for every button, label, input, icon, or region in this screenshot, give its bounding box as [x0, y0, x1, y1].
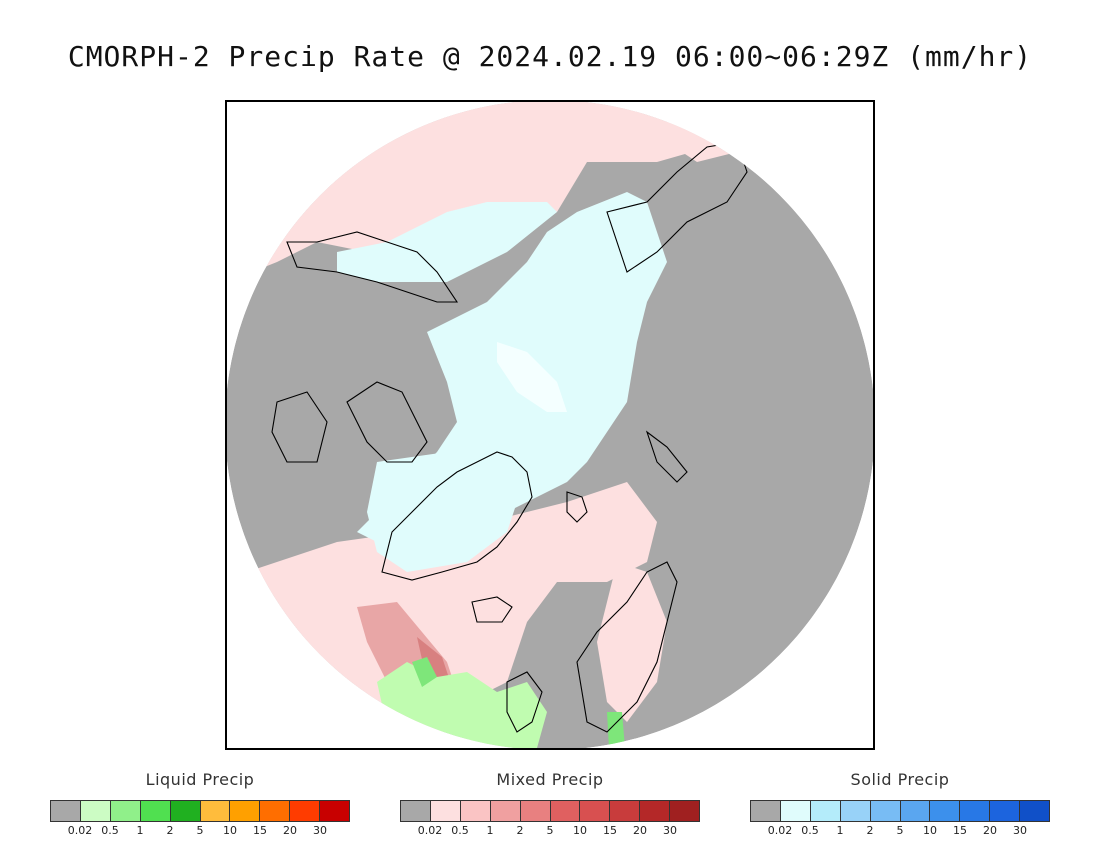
legend-swatch: [810, 801, 841, 821]
legend-swatch: [260, 801, 291, 821]
legend-swatch: [670, 801, 700, 821]
legend-tick-label: 30: [313, 824, 327, 837]
legend-tick-label: 5: [196, 824, 204, 837]
legend-tick-label: 30: [1013, 824, 1027, 837]
legend-swatch: [550, 801, 581, 821]
solid-precip-siberia-strip: [337, 202, 557, 282]
legend-swatch: [610, 801, 641, 821]
legend-swatch: [401, 801, 431, 821]
legend-swatch: [751, 801, 781, 821]
iceland-coast: [471, 596, 513, 623]
legend-tick-label: 15: [953, 824, 967, 837]
legend-tick-label: 0.02: [767, 824, 793, 837]
greenland-coast: [381, 451, 533, 581]
legend-tick-label: 20: [283, 824, 297, 837]
legend-swatch: [520, 801, 551, 821]
legend-tick-label: 0.5: [101, 824, 119, 837]
legend-swatch: [170, 801, 201, 821]
legend-mixed-ticks: 0.02 0.5 1 2 5 10 15 20 30: [400, 822, 700, 837]
legend-tick-label: 0.5: [451, 824, 469, 837]
legend-swatch: [990, 801, 1021, 821]
polar-precip-map: [227, 102, 873, 748]
legend-tick-label: 0.02: [417, 824, 443, 837]
legend-tick-label: 2: [866, 824, 874, 837]
legend-swatch: [870, 801, 901, 821]
legend-swatch: [490, 801, 521, 821]
legend-tick-label: 5: [546, 824, 554, 837]
scandinavia-coast: [576, 561, 678, 733]
legend-mixed-colorbar: [400, 800, 700, 822]
legend-tick-label: 15: [603, 824, 617, 837]
legend-tick-label: 2: [516, 824, 524, 837]
solid-precip-greenland-area: [367, 452, 517, 572]
legend-swatch: [290, 801, 321, 821]
hudson-bay-coast: [271, 391, 328, 463]
legend-solid: Solid Precip 0.02 0.5 1 2 5 10 15 20 30: [750, 770, 1050, 837]
liquid-precip-europe: [607, 712, 625, 748]
mixed-precip-norway: [597, 562, 667, 722]
legend-swatch: [900, 801, 931, 821]
legend-swatch: [51, 801, 81, 821]
legend-tick-label: 20: [983, 824, 997, 837]
legend-tick-label: 10: [923, 824, 937, 837]
legend-swatch: [640, 801, 671, 821]
legend-swatch: [80, 801, 111, 821]
legend-swatch: [780, 801, 811, 821]
legend-swatch: [1020, 801, 1050, 821]
liquid-precip-core: [412, 657, 437, 687]
legend-swatch: [200, 801, 231, 821]
siberia-coast: [606, 141, 748, 273]
legend-liquid-title: Liquid Precip: [145, 770, 255, 789]
legend-swatch: [960, 801, 991, 821]
legend-swatch: [110, 801, 141, 821]
legend-tick-label: 1: [836, 824, 844, 837]
legend-swatch: [580, 801, 611, 821]
legend-tick-label: 1: [486, 824, 494, 837]
map-frame: [225, 100, 875, 750]
alaska-coast: [286, 231, 459, 303]
legend-swatch: [430, 801, 461, 821]
legend-tick-label: 10: [223, 824, 237, 837]
legend-tick-label: 2: [166, 824, 174, 837]
novaya-zemlya-coast: [645, 430, 688, 483]
legend-swatch: [840, 801, 871, 821]
legend-solid-title: Solid Precip: [850, 770, 950, 789]
legend-mixed: Mixed Precip 0.02 0.5 1 2 5 10 15 20 30: [400, 770, 700, 837]
legend-mixed-title: Mixed Precip: [496, 770, 604, 789]
legend-swatch: [140, 801, 171, 821]
legend-liquid-colorbar: [50, 800, 350, 822]
legend-tick-label: 0.02: [67, 824, 93, 837]
legend-liquid-ticks: 0.02 0.5 1 2 5 10 15 20 30: [50, 822, 350, 837]
legend-tick-label: 30: [663, 824, 677, 837]
legend-tick-label: 10: [573, 824, 587, 837]
legend-swatch: [930, 801, 961, 821]
legend-swatch: [320, 801, 350, 821]
legend-swatch: [230, 801, 261, 821]
coastlines: [271, 141, 748, 733]
legend-tick-label: 0.5: [801, 824, 819, 837]
solid-precip-core: [497, 342, 567, 412]
legend-liquid: Liquid Precip 0.02 0.5 1 2 5 10 15 20 30: [50, 770, 350, 837]
outside-disk-mask: [227, 102, 873, 748]
svalbard-coast: [566, 491, 588, 523]
legend-swatch: [460, 801, 491, 821]
legend-tick-label: 5: [896, 824, 904, 837]
map-title: CMORPH-2 Precip Rate @ 2024.02.19 06:00~…: [67, 40, 1033, 73]
legend-solid-ticks: 0.02 0.5 1 2 5 10 15 20 30: [750, 822, 1050, 837]
uk-coast: [506, 671, 543, 733]
legend-tick-label: 1: [136, 824, 144, 837]
canadian-archipelago-coast: [346, 381, 428, 463]
legend-tick-label: 15: [253, 824, 267, 837]
legend-solid-colorbar: [750, 800, 1050, 822]
legend-tick-label: 20: [633, 824, 647, 837]
